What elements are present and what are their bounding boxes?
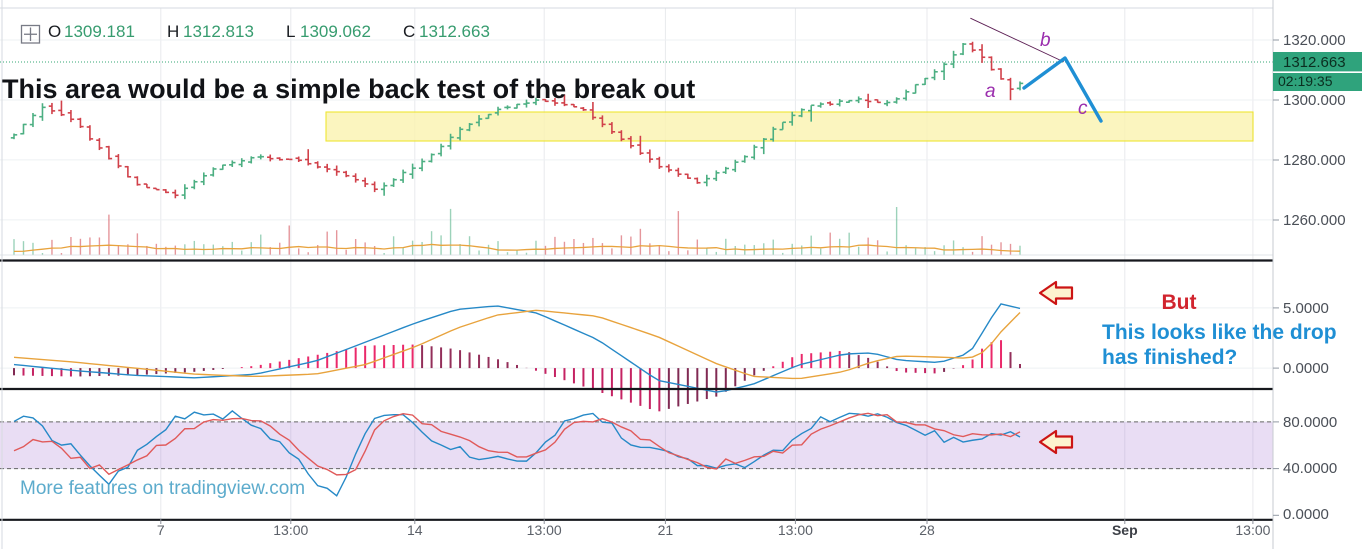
svg-text:H: H	[167, 22, 179, 41]
svg-text:This area would be a simple ba: This area would be a simple back test of…	[2, 74, 695, 104]
svg-text:40.0000: 40.0000	[1283, 460, 1337, 477]
svg-text:1320.000: 1320.000	[1283, 32, 1346, 49]
svg-text:5.0000: 5.0000	[1283, 300, 1329, 317]
svg-text:0.0000: 0.0000	[1283, 360, 1329, 377]
svg-text:O: O	[48, 22, 61, 41]
svg-text:b: b	[1040, 30, 1051, 51]
svg-text:C: C	[403, 22, 415, 41]
svg-text:c: c	[1078, 98, 1088, 119]
svg-text:1309.062: 1309.062	[300, 22, 371, 41]
svg-text:14: 14	[407, 522, 423, 538]
svg-text:More features on tradingview.c: More features on tradingview.com	[20, 478, 305, 499]
svg-text:1312.663: 1312.663	[1283, 54, 1346, 71]
svg-text:Sep: Sep	[1112, 522, 1138, 538]
svg-text:7: 7	[157, 522, 165, 538]
svg-text:1309.181: 1309.181	[64, 22, 135, 41]
svg-text:13:00: 13:00	[527, 522, 562, 538]
svg-text:28: 28	[919, 522, 935, 538]
svg-text:1312.813: 1312.813	[183, 22, 254, 41]
svg-text:has finished?: has finished?	[1102, 346, 1237, 369]
svg-text:1260.000: 1260.000	[1283, 212, 1346, 229]
svg-text:L: L	[286, 22, 295, 41]
svg-text:This looks like the drop: This looks like the drop	[1102, 321, 1337, 344]
svg-text:But: But	[1162, 291, 1197, 314]
svg-text:02:19:35: 02:19:35	[1278, 73, 1333, 89]
svg-text:1300.000: 1300.000	[1283, 92, 1346, 109]
svg-text:1312.663: 1312.663	[419, 22, 490, 41]
svg-text:13:00: 13:00	[778, 522, 813, 538]
svg-text:13:00: 13:00	[273, 522, 308, 538]
svg-text:1280.000: 1280.000	[1283, 152, 1346, 169]
svg-text:13:00: 13:00	[1235, 522, 1270, 538]
svg-text:a: a	[985, 81, 996, 102]
svg-text:80.0000: 80.0000	[1283, 414, 1337, 431]
svg-text:21: 21	[658, 522, 674, 538]
svg-text:0.0000: 0.0000	[1283, 506, 1329, 523]
